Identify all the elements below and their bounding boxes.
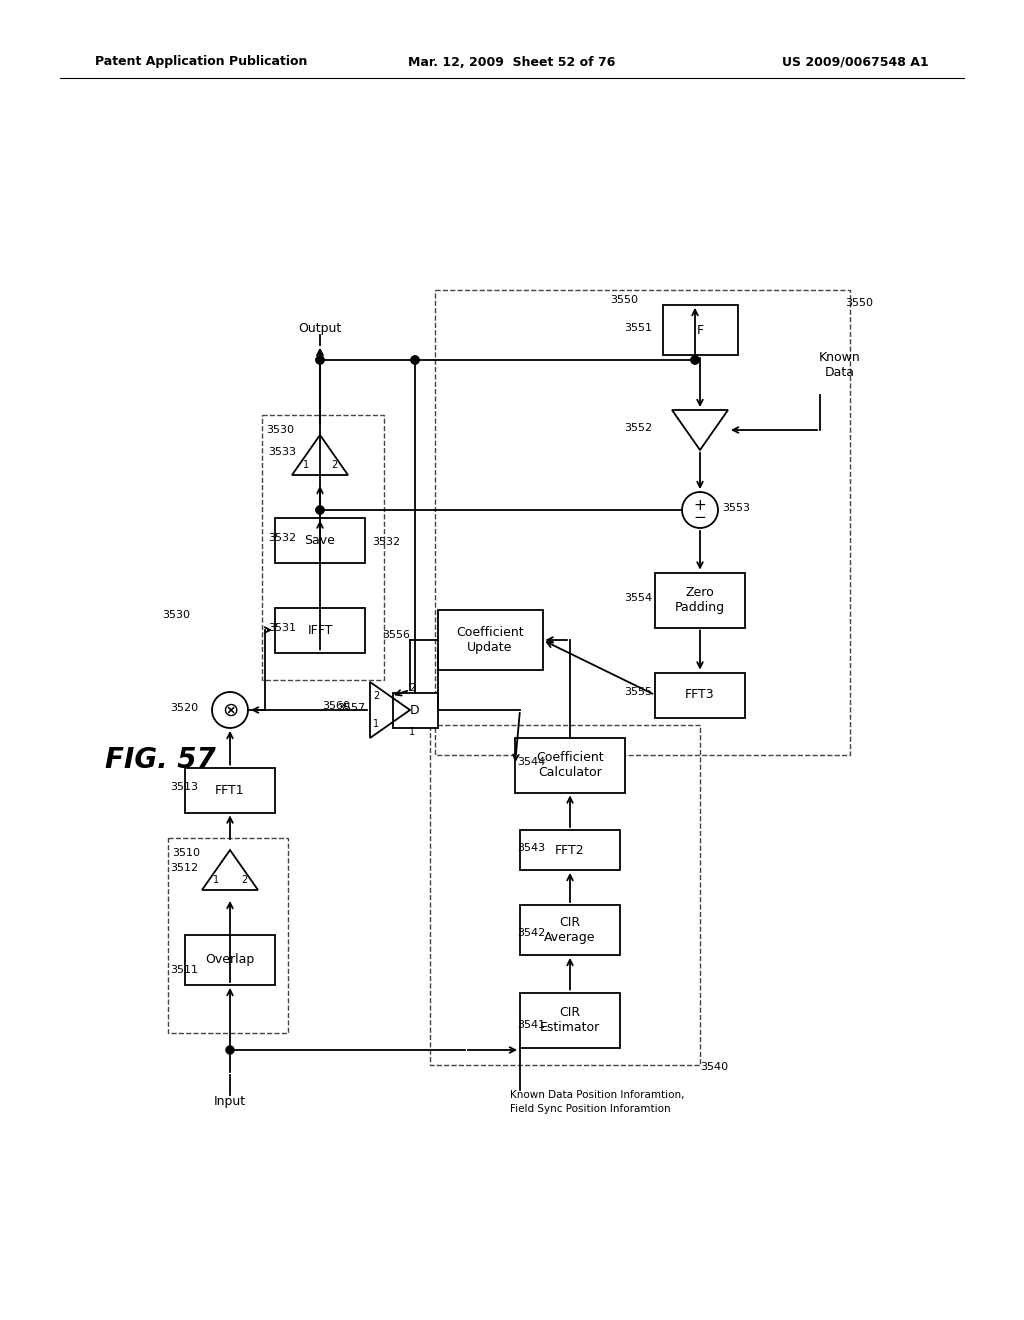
Text: 3512: 3512	[170, 863, 198, 873]
Text: ⊗: ⊗	[222, 701, 239, 719]
Bar	[275, 517, 365, 562]
Text: Coefficient
Calculator: Coefficient Calculator	[537, 751, 604, 779]
Text: −: −	[693, 510, 707, 524]
Text: Field Sync Position Inforamtion: Field Sync Position Inforamtion	[510, 1104, 671, 1114]
Text: D: D	[411, 704, 420, 717]
Circle shape	[316, 356, 324, 364]
Text: Input: Input	[214, 1096, 246, 1107]
Text: 3556: 3556	[382, 630, 410, 640]
Text: 3542: 3542	[517, 928, 545, 939]
Text: +: +	[693, 498, 707, 512]
Bar	[262, 414, 384, 680]
Text: 2: 2	[373, 690, 379, 701]
Circle shape	[316, 356, 324, 364]
Text: Coefficient
Update: Coefficient Update	[456, 626, 524, 653]
Text: Overlap: Overlap	[206, 953, 255, 966]
Text: 3550: 3550	[610, 294, 638, 305]
Text: Known
Data: Known Data	[819, 351, 861, 379]
Text: 1: 1	[213, 875, 219, 884]
Text: Patent Application Publication: Patent Application Publication	[95, 55, 307, 69]
Bar	[655, 672, 745, 718]
Text: 1: 1	[303, 459, 309, 470]
Text: 3557: 3557	[337, 704, 365, 713]
Text: FFT1: FFT1	[215, 784, 245, 796]
Text: 3560: 3560	[322, 701, 350, 711]
Text: 2: 2	[241, 875, 247, 884]
Text: 3551: 3551	[624, 323, 652, 333]
Text: FFT2: FFT2	[555, 843, 585, 857]
Text: US 2009/0067548 A1: US 2009/0067548 A1	[782, 55, 929, 69]
Bar	[663, 305, 737, 355]
Text: Known Data Position Inforamtion,: Known Data Position Inforamtion,	[510, 1090, 684, 1100]
Text: Zero
Padding: Zero Padding	[675, 586, 725, 614]
Circle shape	[411, 356, 419, 364]
Text: Mar. 12, 2009  Sheet 52 of 76: Mar. 12, 2009 Sheet 52 of 76	[409, 55, 615, 69]
Text: Save: Save	[304, 533, 336, 546]
Text: 3544: 3544	[517, 756, 545, 767]
Text: 3510: 3510	[172, 847, 200, 858]
Text: F: F	[696, 323, 703, 337]
Text: 1: 1	[373, 719, 379, 729]
Text: 3540: 3540	[700, 1063, 728, 1072]
Bar	[430, 725, 700, 1065]
Bar	[520, 993, 620, 1048]
Bar	[275, 607, 365, 652]
Text: IFFT: IFFT	[307, 623, 333, 636]
Bar	[435, 290, 850, 755]
Bar	[520, 906, 620, 954]
Bar	[185, 935, 275, 985]
Text: 3511: 3511	[170, 965, 198, 975]
Text: 3530: 3530	[266, 425, 294, 436]
Text: 3513: 3513	[170, 781, 198, 792]
Text: CIR
Average: CIR Average	[544, 916, 596, 944]
Circle shape	[691, 356, 699, 364]
Text: 3552: 3552	[624, 422, 652, 433]
Bar	[515, 738, 625, 792]
Text: Output: Output	[298, 322, 342, 335]
Text: 3550: 3550	[845, 298, 873, 308]
Bar	[520, 830, 620, 870]
Text: 3554: 3554	[624, 593, 652, 603]
Text: CIR
Estimator: CIR Estimator	[540, 1006, 600, 1034]
Text: 3531: 3531	[268, 623, 296, 634]
Text: 3532: 3532	[268, 533, 296, 543]
Text: 3532: 3532	[372, 537, 400, 546]
Circle shape	[691, 356, 699, 364]
Circle shape	[411, 356, 419, 364]
Text: 3553: 3553	[722, 503, 750, 513]
Bar	[185, 767, 275, 813]
Bar	[168, 838, 288, 1034]
Text: 3533: 3533	[268, 447, 296, 457]
Bar	[655, 573, 745, 627]
Text: 3555: 3555	[624, 686, 652, 697]
Text: 3543: 3543	[517, 843, 545, 853]
Text: 2: 2	[409, 682, 415, 693]
Text: 2: 2	[331, 459, 337, 470]
Text: 1: 1	[409, 727, 415, 737]
Circle shape	[316, 506, 324, 513]
Circle shape	[226, 1045, 234, 1053]
Text: FIG. 57: FIG. 57	[105, 746, 216, 774]
Text: 3541: 3541	[517, 1020, 545, 1030]
Bar	[392, 693, 437, 727]
Circle shape	[316, 506, 324, 513]
Text: FFT3: FFT3	[685, 689, 715, 701]
Text: 3520: 3520	[170, 704, 198, 713]
Text: 3530: 3530	[162, 610, 190, 620]
Bar	[437, 610, 543, 671]
